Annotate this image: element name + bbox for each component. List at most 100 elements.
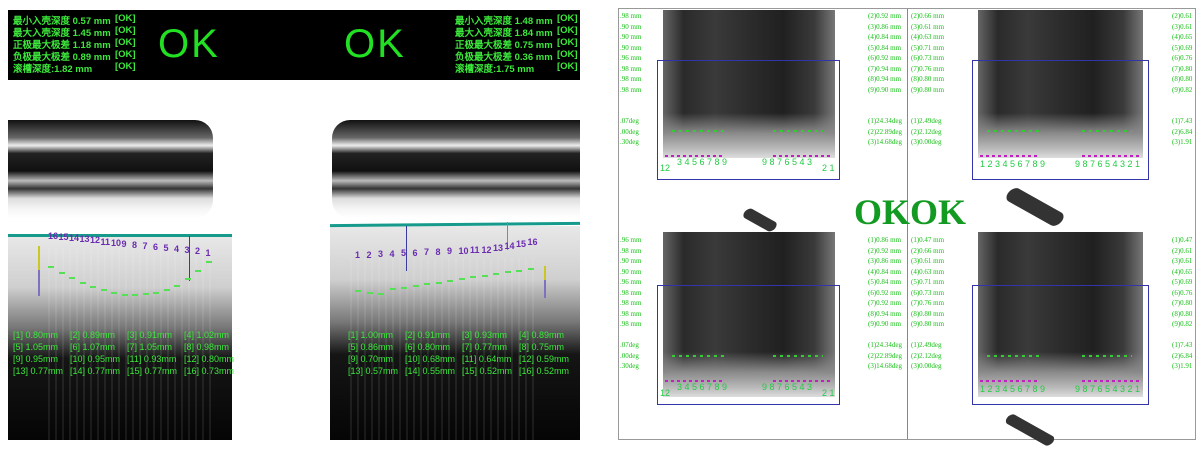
- thickness-readout: (2)0.61 (3)0.61 (4)0.65 (5)0.69 (6)0.76 …: [1172, 12, 1193, 94]
- measurement-value: [4] 1.02mm: [184, 330, 230, 340]
- thickness-readout: (2)0.66 mm (3)0.61 mm (4)0.63 mm (5)0.71…: [911, 12, 945, 94]
- result-ok-right: OK: [910, 192, 967, 232]
- summary-label: 正极最大极差 1.18 mm: [13, 40, 111, 51]
- tab-number-label: 9 8 7 6 5 4 3: [762, 157, 813, 167]
- tab-edge-mark: [412, 285, 419, 287]
- status-ok: [OK]: [557, 49, 578, 60]
- tab-label: 16: [527, 236, 538, 247]
- tab-edge-mark: [355, 290, 361, 292]
- ct-cell-image: [663, 10, 835, 158]
- tab-label: 14: [69, 233, 80, 244]
- tab-edge-mark: [111, 292, 117, 294]
- cell-bottom: [663, 352, 835, 397]
- tab-label: 4: [174, 244, 180, 255]
- edge-dots: [773, 355, 823, 357]
- depth-marker-purple: [544, 280, 546, 298]
- measurement-value: [10] 0.68mm: [405, 354, 456, 364]
- tab-label: 2: [366, 249, 372, 260]
- roi-box: [972, 60, 1149, 180]
- tab-number-label: 9 8 7 6 5 4 3 2 1: [1075, 159, 1141, 169]
- ct-inspection-panel: [618, 8, 1196, 440]
- measurement-value: [5] 1.05mm: [13, 342, 59, 352]
- measurement-value: [6] 1.07mm: [70, 342, 116, 352]
- tab-edge-mark: [389, 288, 396, 290]
- tab-dots: [665, 155, 725, 157]
- tab-dots: [980, 155, 1040, 157]
- angle-readout: (1)2.49deg (2)2.12deg (3)0.00deg: [911, 341, 942, 370]
- measurement-value: [12] 0.59mm: [519, 354, 570, 364]
- panel-divider: [907, 9, 908, 439]
- tab-edge-mark: [516, 270, 522, 272]
- depth-line: [189, 236, 190, 281]
- tab-label: 4: [389, 248, 395, 259]
- tab-edge-mark: [142, 293, 149, 295]
- tab-label: 9: [121, 238, 127, 249]
- tab-number-label: 9 8 7 6 5 4 3: [762, 382, 813, 392]
- status-ok: [OK]: [115, 37, 136, 48]
- tab-label: 1: [355, 250, 361, 260]
- tab-edge-mark: [401, 287, 407, 289]
- thickness-readout: (1)0.47 (2)0.61 (3)0.61 (4)0.65 (5)0.69 …: [1172, 236, 1193, 328]
- tab-dots: [665, 380, 725, 382]
- status-ok: [OK]: [557, 13, 578, 24]
- tab-label: 8: [435, 246, 441, 257]
- tab-number-label: 2 1: [822, 388, 835, 398]
- tab-edge-mark: [58, 272, 65, 274]
- tab-label: 9: [447, 246, 453, 256]
- angle-readout: (1)24.34deg (2)22.89deg (3)14.68deg: [868, 341, 903, 370]
- ct-cell-image: [978, 10, 1143, 158]
- depth-line: [507, 222, 508, 250]
- measurement-value: [8] 0.75mm: [519, 342, 565, 352]
- tab-edge-mark: [435, 282, 442, 284]
- tab-number-label: 1 2 3 4 5 6 7 8 9: [980, 384, 1046, 394]
- status-ok: [OK]: [557, 37, 578, 48]
- tab-edge-mark: [174, 285, 180, 287]
- ct-cell-image: [978, 232, 1143, 397]
- measurement-value: [12] 0.80mm: [184, 354, 235, 364]
- measurement-value: [3] 0.93mm: [462, 330, 508, 340]
- cell-body: [330, 226, 580, 440]
- result-left: OK: [158, 22, 220, 66]
- cell-bottom: [978, 352, 1143, 397]
- angle-readout: (1)2.49deg (2)2.12deg (3)0.00deg: [911, 117, 942, 146]
- measurement-value: [16] 0.52mm: [519, 366, 570, 376]
- depth-line: [406, 226, 407, 271]
- measurement-value: [4] 0.89mm: [519, 330, 565, 340]
- measurement-value: [3] 0.91mm: [127, 330, 173, 340]
- tab-label: 7: [424, 247, 430, 257]
- tab-label: 1: [205, 247, 211, 258]
- thickness-readout: (2)0.92 mm (3)0.86 mm (4)0.84 mm (5)0.84…: [868, 12, 902, 94]
- tab-label: 11: [470, 245, 480, 255]
- status-ok: [OK]: [115, 13, 136, 24]
- reference-line: [8, 234, 232, 237]
- status-ok: [OK]: [115, 25, 136, 36]
- depth-marker-yellow: [544, 266, 546, 280]
- measurement-value: [14] 0.55mm: [405, 366, 456, 376]
- edge-dots: [987, 355, 1042, 357]
- tab-edge-mark: [458, 278, 465, 280]
- tab-label: 5: [163, 243, 169, 254]
- tab-label: 10: [458, 245, 469, 256]
- depth-marker-purple: [38, 270, 40, 296]
- roi-box: [657, 60, 840, 180]
- tab-label: 8: [132, 239, 138, 250]
- cell-cap: [8, 120, 213, 218]
- thickness-readout: (1)0.86 mm (2)0.92 mm (3)0.86 mm (4)0.84…: [868, 236, 902, 328]
- summary-panel: OK OK 最小入壳深度 0.57 mm [OK] 最大入壳深度 1.45 mm [O…: [8, 10, 580, 80]
- edge-dots: [773, 130, 823, 132]
- angle-readout: (1)24.34deg (2)22.89deg (3)14.68deg: [868, 117, 903, 146]
- measurement-value: [15] 0.77mm: [127, 366, 178, 376]
- measurement-value: [7] 1.05mm: [127, 342, 173, 352]
- tab-edge-mark: [184, 278, 191, 280]
- tab-edge-mark: [69, 277, 75, 279]
- roi-box: [657, 285, 840, 405]
- tab-label: 12: [90, 235, 101, 246]
- measurement-value: [15] 0.52mm: [462, 366, 513, 376]
- tab-number-label: 9 8 7 6 5 4 3 2 1: [1075, 384, 1141, 394]
- edge-dots: [987, 130, 1042, 132]
- cell-cap: [332, 120, 580, 218]
- tab-label: 11: [100, 236, 111, 247]
- measurement-value: [10] 0.95mm: [70, 354, 121, 364]
- summary-label: 最小入壳深度 1.48 mm: [455, 16, 553, 27]
- thickness-readout: .98 mm .90 mm .90 mm .90 mm .96 mm .98 m…: [620, 12, 642, 94]
